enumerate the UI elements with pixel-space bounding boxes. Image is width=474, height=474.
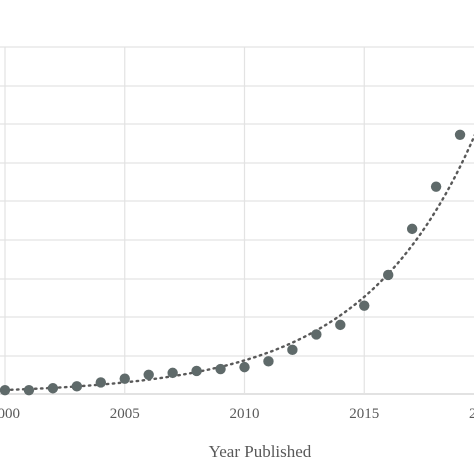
data-point xyxy=(191,365,202,377)
trendline-group xyxy=(3,133,474,392)
data-point xyxy=(71,381,83,392)
data-point xyxy=(143,369,154,380)
data-point xyxy=(23,384,35,396)
x-tick-label: 2015 xyxy=(349,406,379,422)
data-point xyxy=(430,181,442,192)
data-point xyxy=(359,300,370,311)
x-axis-title: Year Published xyxy=(209,442,312,461)
data-point xyxy=(335,319,346,331)
gridlines xyxy=(0,46,474,395)
data-point xyxy=(287,344,298,356)
data-point xyxy=(263,356,274,367)
data-point xyxy=(239,361,250,373)
data-point xyxy=(383,269,394,281)
data-point xyxy=(47,383,59,394)
data-point xyxy=(454,129,466,140)
data-points xyxy=(0,129,466,396)
x-tick-label: 2005 xyxy=(110,406,140,422)
data-point xyxy=(406,223,418,235)
data-point xyxy=(167,367,178,379)
trendline xyxy=(3,133,474,392)
x-tick-label: 2000 xyxy=(0,406,20,422)
x-tick-label: 2010 xyxy=(230,406,260,422)
data-point xyxy=(311,329,322,340)
data-point xyxy=(119,373,130,384)
x-tick-labels: 2000 2005 2010 2015 2020 xyxy=(0,406,474,422)
data-point xyxy=(95,377,107,388)
data-point xyxy=(0,384,11,396)
data-point xyxy=(215,363,226,375)
x-tick-label: 2020 xyxy=(469,406,474,422)
